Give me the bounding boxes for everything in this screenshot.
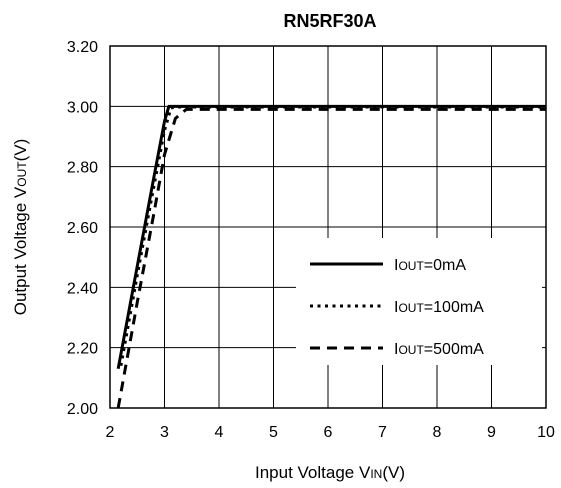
y-tick-label: 2.20 — [67, 341, 98, 358]
legend-label-main: I — [394, 257, 398, 274]
legend-label-tail: =100mA — [424, 299, 484, 316]
y-tick-label: 3.00 — [67, 99, 98, 116]
x-tick-label: 3 — [160, 424, 169, 441]
x-tick-label: 10 — [537, 424, 555, 441]
y-axis-label-tail: (V) — [11, 139, 30, 162]
x-tick-label: 6 — [324, 424, 333, 441]
legend-label: IOUT=500mA — [394, 341, 484, 358]
legend-label: IOUT=0mA — [394, 257, 466, 274]
legend-label: IOUT=100mA — [394, 299, 484, 316]
legend-label-sub: OUT — [398, 301, 424, 315]
y-axis-label: Output Voltage VOUT(V) — [11, 139, 30, 316]
x-axis-label-tail: (V) — [382, 463, 405, 482]
series-layer — [116, 104, 546, 409]
legend-label-sub: OUT — [398, 259, 424, 273]
series-line-solid — [116, 104, 546, 370]
x-axis-label-sub: IN — [370, 467, 382, 481]
x-tick-label: 8 — [433, 424, 442, 441]
x-tick-label: 7 — [378, 424, 387, 441]
x-tick-labels: 2 3 4 5 6 7 8 9 10 — [106, 424, 555, 441]
series-line-dashed — [116, 107, 546, 409]
y-tick-label: 2.60 — [67, 220, 98, 237]
legend-label-sub: OUT — [398, 343, 424, 357]
x-tick-label: 5 — [269, 424, 278, 441]
x-tick-label: 9 — [487, 424, 496, 441]
y-tick-label: 2.40 — [67, 280, 98, 297]
chart-title: RN5RF30A — [283, 11, 376, 31]
y-tick-labels: 2.00 2.20 2.40 2.60 2.80 3.00 3.20 — [67, 39, 98, 418]
legend-label-main: I — [394, 341, 398, 358]
x-axis-label-main: Input Voltage V — [255, 463, 371, 482]
legend-label-tail: =0mA — [424, 257, 467, 274]
legend-label-tail: =500mA — [424, 341, 484, 358]
y-axis-label-sub: OUT — [15, 161, 29, 187]
x-axis-label: Input Voltage VIN(V) — [255, 463, 405, 482]
x-tick-label: 2 — [106, 424, 115, 441]
legend-label-main: I — [394, 299, 398, 316]
legend-background — [296, 238, 542, 365]
plot-frame — [109, 45, 547, 409]
series-line-dotted — [119, 105, 546, 367]
x-tick-label: 4 — [215, 424, 224, 441]
y-tick-label: 2.80 — [67, 160, 98, 177]
y-tick-label: 2.00 — [67, 401, 98, 418]
y-axis-label-main: Output Voltage V — [11, 186, 30, 315]
y-tick-label: 3.20 — [67, 39, 98, 56]
